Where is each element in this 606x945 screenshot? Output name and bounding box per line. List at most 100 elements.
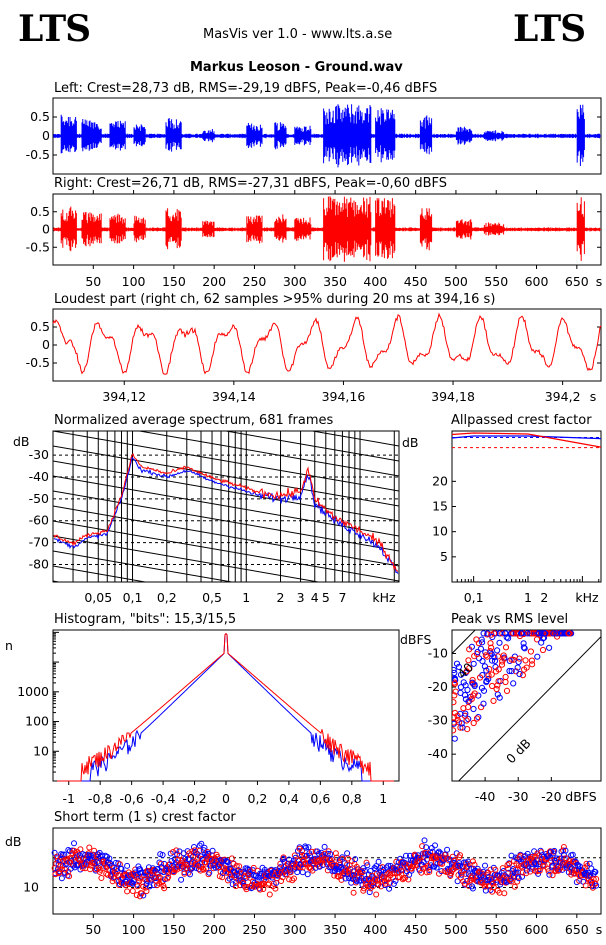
short_term_crest-point (95, 853, 102, 860)
short_term_crest-point (262, 876, 269, 883)
avg_spectrum-slope (136, 431, 399, 477)
peak_vs_rms-point (502, 644, 510, 651)
peak_vs_rms-point (482, 652, 489, 659)
peak_vs_rms-point (466, 646, 473, 653)
short_term_crest-point (403, 852, 409, 859)
short_term_crest-point (462, 870, 469, 877)
peak_vs_rms-point (475, 714, 482, 721)
avg_spectrum-slope (53, 535, 322, 582)
allpassed_crest-ytick: 10 (432, 524, 448, 539)
allpassed_crest-xtick-label: 0,1 (464, 590, 484, 605)
right_waveform-xtick-label: 250 (243, 274, 267, 289)
short_term_crest-point (385, 876, 392, 883)
short_term_crest-point (469, 873, 476, 880)
avg_spectrum-slope (53, 490, 399, 552)
peak_vs_rms-point (494, 691, 501, 698)
short_term_crest-xtick-label: 500 (444, 922, 468, 937)
right_waveform-xtick-label: 650 (565, 274, 589, 289)
loudest_part-xtick-label: 394,16 (322, 389, 366, 404)
peak_vs_rms-plot (452, 630, 601, 781)
histogram-xtick-label: 0,8 (342, 791, 362, 806)
right_waveform-xtick-label: 600 (525, 274, 549, 289)
short_term_crest-point (432, 842, 438, 849)
peak_vs_rms-point (473, 636, 480, 643)
short_term_crest-point (324, 850, 331, 857)
short_term_crest-point (560, 844, 567, 850)
right-waveform-title: Right: Crest=26,71 dB, RMS=-27,31 dBFS, … (54, 176, 447, 191)
short_term_crest-point (383, 874, 390, 881)
peak_vs_rms-point (452, 677, 459, 684)
short_term_crest-point (592, 869, 599, 875)
short_term_crest-point (490, 884, 497, 891)
short_term_crest-point (334, 873, 341, 879)
peak_vs_rms-xtick-label: -20 (541, 789, 561, 804)
peak_vs_rms-point (508, 656, 515, 663)
short_term_crest-point (593, 876, 600, 882)
short_term_crest-point (206, 869, 213, 876)
loudest_part-xunit: s (590, 389, 597, 404)
peak_vs_rms-ytick: -30 (428, 713, 448, 728)
short_term_crest-point (304, 871, 311, 878)
short_term_crest-point (535, 867, 542, 874)
peak_vs_rms-point (480, 700, 487, 707)
histogram-xtick-label: -0,8 (88, 791, 112, 806)
short_term_crest-point (150, 882, 157, 889)
short_term_crest-point (321, 843, 328, 850)
avg_spectrum-xtick-label: 1 (242, 590, 250, 605)
peak_vs_rms-point (529, 661, 536, 668)
short_term_crest-point (228, 855, 235, 862)
short_term_crest-point (499, 865, 506, 872)
peak_vs_rms-point (477, 674, 484, 681)
short_term_crest-point (289, 877, 296, 884)
short_term_crest-point (521, 853, 528, 860)
peak_vs_rms-point (524, 630, 531, 637)
short_term_crest-xtick-label: 200 (202, 922, 226, 937)
short_term_crest-point (433, 864, 440, 871)
peak_vs_rms-point (487, 640, 494, 647)
logo-left: LTS (18, 8, 91, 50)
avg_spectrum-ytick: -70 (29, 535, 49, 550)
peak_vs_rms-point (452, 666, 457, 674)
short_term_crest-point (330, 861, 337, 868)
short_term_crest-point (236, 863, 243, 870)
short_term_crest-point (140, 892, 147, 899)
short_term_crest-ylabel: dB (5, 834, 22, 849)
peak_vs_rms-point (465, 657, 472, 664)
peak_vs_rms-point (503, 634, 510, 641)
avg_spectrum-slope (53, 281, 399, 341)
short_term_crest-point (214, 853, 221, 860)
short_term_crest-point (582, 869, 589, 876)
peak_vs_rms-point (469, 679, 476, 686)
peak_vs_rms-point (464, 686, 471, 694)
short_term_crest-point (248, 885, 255, 892)
peak_vs_rms-point (485, 672, 492, 679)
loudest_part-xtick-label: 394,18 (431, 389, 475, 404)
right_waveform-xtick-label: s (596, 274, 603, 289)
peak_vs_rms-point (479, 639, 486, 646)
short_term_crest-point (312, 864, 319, 871)
peak_vs_rms-point (516, 670, 523, 678)
short_term_crest-point (447, 873, 454, 879)
avg_spectrum-slope (53, 596, 399, 656)
right_waveform-xtick-label: 50 (85, 274, 101, 289)
peak_vs_rms-point (474, 648, 481, 656)
short_term_crest-point (146, 883, 153, 890)
short_term_crest-point (217, 856, 224, 863)
short_term_crest-point (232, 883, 239, 890)
peak_vs_rms-zero-db-line (457, 635, 601, 781)
right_waveform-xtick-label: 150 (162, 274, 186, 289)
short_term_crest-point (569, 851, 576, 858)
peak_vs_rms-point (489, 657, 496, 664)
avg_spectrum-xtick-label: 0,05 (84, 590, 112, 605)
short_term_crest-point (161, 885, 168, 892)
short_term_crest-point (307, 852, 314, 859)
short_term_crest-xtick-label: s (596, 922, 603, 937)
loudest-part-title: Loudest part (right ch, 62 samples >95% … (54, 292, 496, 307)
peak_vs_rms-point (502, 673, 509, 681)
peak_vs_rms-point (561, 630, 569, 637)
histogram-ylabel: n (5, 638, 13, 653)
allpassed_crest-ytick: 20 (432, 473, 448, 488)
short_term_crest-point (151, 867, 158, 873)
peak_vs_rms-point (490, 697, 497, 705)
peak_vs_rms-point (469, 676, 476, 684)
